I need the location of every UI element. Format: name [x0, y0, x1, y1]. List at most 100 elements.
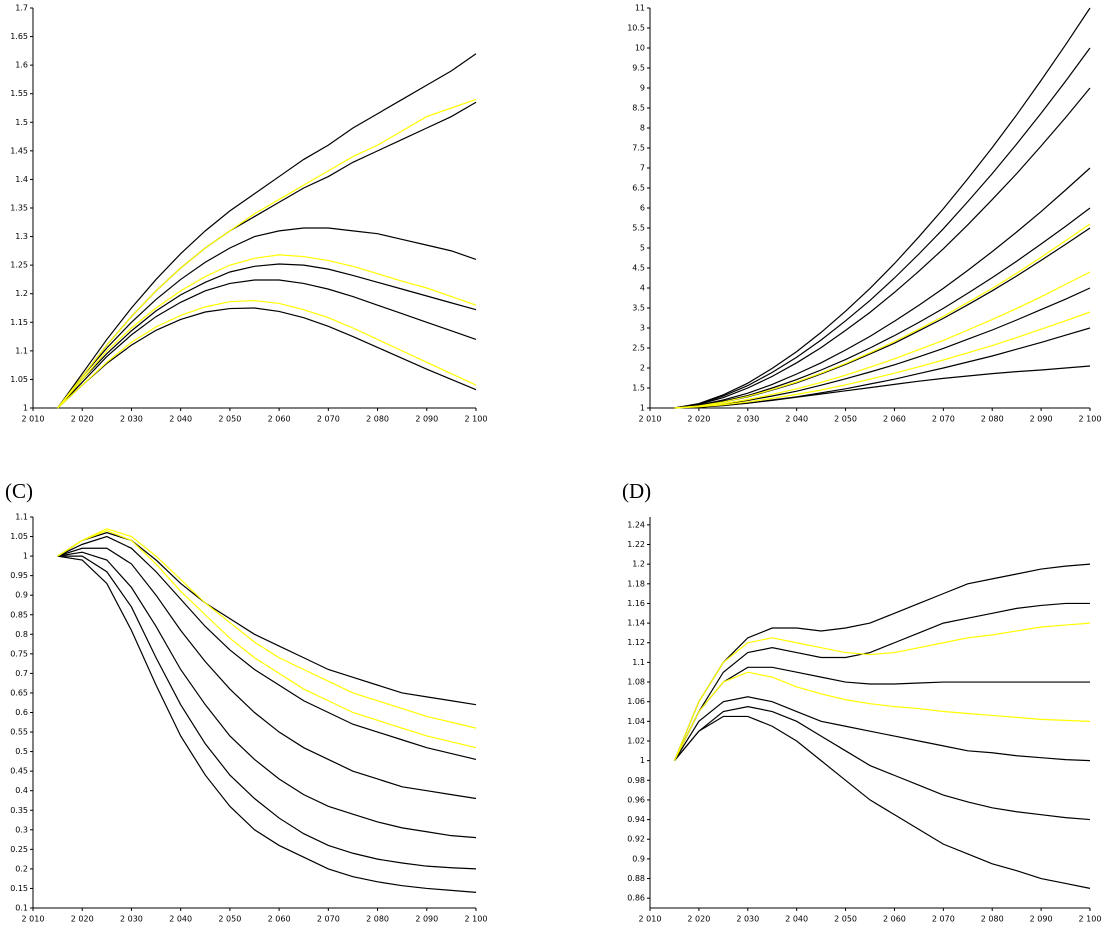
line	[57, 307, 477, 409]
line	[57, 227, 477, 409]
y-tick-label: 1.05	[10, 532, 28, 541]
y-tick-label: 0.35	[10, 806, 28, 815]
x-tick-label: 2 020	[71, 415, 94, 424]
y-tick-label: 1.6	[15, 61, 28, 70]
x-tick-label: 2 060	[883, 415, 906, 424]
x-tick-label: 2 020	[687, 915, 710, 924]
y-tick-label: 1.65	[10, 32, 28, 41]
y-tick-label: 10.5	[627, 24, 645, 33]
x-tick-label: 2 050	[218, 915, 241, 924]
x-tick-label: 2 060	[883, 915, 906, 924]
x-tick-label: 2 100	[1079, 415, 1102, 424]
x-tick-label: 2 090	[1030, 415, 1053, 424]
y-tick-label: 1.12	[627, 638, 645, 647]
x-tick-label: 2 040	[169, 415, 192, 424]
line	[674, 311, 1091, 409]
line	[57, 53, 477, 409]
y-tick-label: 0.2	[15, 864, 28, 873]
y-tick-label: 3.5	[632, 304, 645, 313]
y-tick-label: 0.15	[10, 884, 28, 893]
y-tick-label: 1.16	[627, 599, 645, 608]
y-tick-label: 1.25	[10, 261, 28, 270]
y-tick-label: 0.25	[10, 845, 28, 854]
line	[57, 279, 477, 409]
line	[57, 535, 477, 761]
line	[674, 207, 1091, 409]
y-tick-label: 1.06	[627, 697, 645, 706]
line	[57, 530, 477, 749]
y-tick-label: 1.7	[15, 4, 28, 13]
x-tick-label: 2 010	[22, 915, 45, 924]
y-tick-label: 8.5	[632, 104, 645, 113]
x-tick-label: 2 060	[268, 915, 291, 924]
line	[674, 167, 1091, 409]
x-tick-label: 2 050	[834, 415, 857, 424]
x-tick-label: 2 100	[465, 415, 488, 424]
x-tick-label: 2 050	[218, 415, 241, 424]
y-tick-label: 1.5	[15, 118, 28, 127]
line	[674, 271, 1091, 409]
y-tick-label: 4.5	[632, 264, 645, 273]
y-tick-label: 1.04	[627, 717, 645, 726]
x-tick-label: 2 040	[169, 915, 192, 924]
y-tick-label: 0.5	[15, 747, 28, 756]
x-tick-label: 2 020	[687, 415, 710, 424]
y-tick-label: 1	[23, 552, 28, 561]
y-tick-label: 1	[640, 404, 645, 413]
line	[673, 696, 1091, 762]
y-tick-label: 11	[635, 4, 645, 13]
line	[57, 555, 477, 870]
y-tick-label: 1.08	[627, 678, 645, 687]
y-tick-label: 1.2	[632, 560, 645, 569]
y-tick-label: 1.14	[627, 619, 645, 628]
x-tick-label: 2 010	[22, 415, 45, 424]
y-tick-label: 1.1	[15, 513, 28, 522]
line	[57, 254, 477, 409]
line	[57, 532, 477, 706]
y-tick-label: 1.45	[10, 146, 28, 155]
line	[57, 555, 477, 893]
y-tick-label: 0.85	[10, 610, 28, 619]
y-tick-label: 0.88	[627, 874, 645, 883]
x-tick-label: 2 080	[366, 415, 389, 424]
y-tick-label: 8	[640, 124, 645, 133]
line	[674, 7, 1091, 409]
y-tick-label: 1.55	[10, 89, 28, 98]
y-tick-label: 0.9	[15, 591, 28, 600]
y-tick-label: 1.15	[10, 318, 28, 327]
y-tick-label: 1.24	[627, 520, 645, 529]
y-tick-label: 10	[635, 44, 645, 53]
y-tick-label: 9.5	[632, 64, 645, 73]
line	[673, 602, 1090, 761]
y-tick-label: 1.3	[15, 232, 28, 241]
line	[673, 715, 1091, 889]
y-tick-label: 1.18	[627, 579, 645, 588]
x-tick-label: 2 030	[120, 415, 143, 424]
x-tick-label: 2 050	[834, 915, 857, 924]
y-tick-label: 2	[640, 364, 645, 373]
y-tick-label: 1.4	[15, 175, 28, 184]
y-tick-label: 5.5	[632, 224, 645, 233]
y-tick-label: 0.95	[10, 571, 28, 580]
line	[673, 671, 1091, 761]
y-tick-label: 0.1	[15, 904, 28, 913]
y-tick-label: 2.5	[632, 344, 645, 353]
y-tick-label: 0.7	[15, 669, 28, 678]
line	[57, 98, 477, 409]
x-tick-label: 2 080	[981, 915, 1004, 924]
y-tick-label: 0.92	[627, 835, 645, 844]
y-tick-label: 5	[640, 244, 645, 253]
y-tick-label: 1	[640, 756, 645, 765]
y-tick-label: 0.75	[10, 649, 28, 658]
line	[673, 705, 1091, 821]
x-tick-label: 2 040	[785, 415, 808, 424]
y-tick-label: 0.98	[627, 776, 645, 785]
y-tick-label: 1.05	[10, 375, 28, 384]
x-tick-label: 2 070	[932, 915, 955, 924]
line	[57, 263, 477, 409]
y-tick-label: 0.6	[15, 708, 28, 717]
line	[674, 365, 1091, 409]
y-tick-label: 0.86	[627, 894, 645, 903]
y-tick-label: 9	[640, 84, 645, 93]
